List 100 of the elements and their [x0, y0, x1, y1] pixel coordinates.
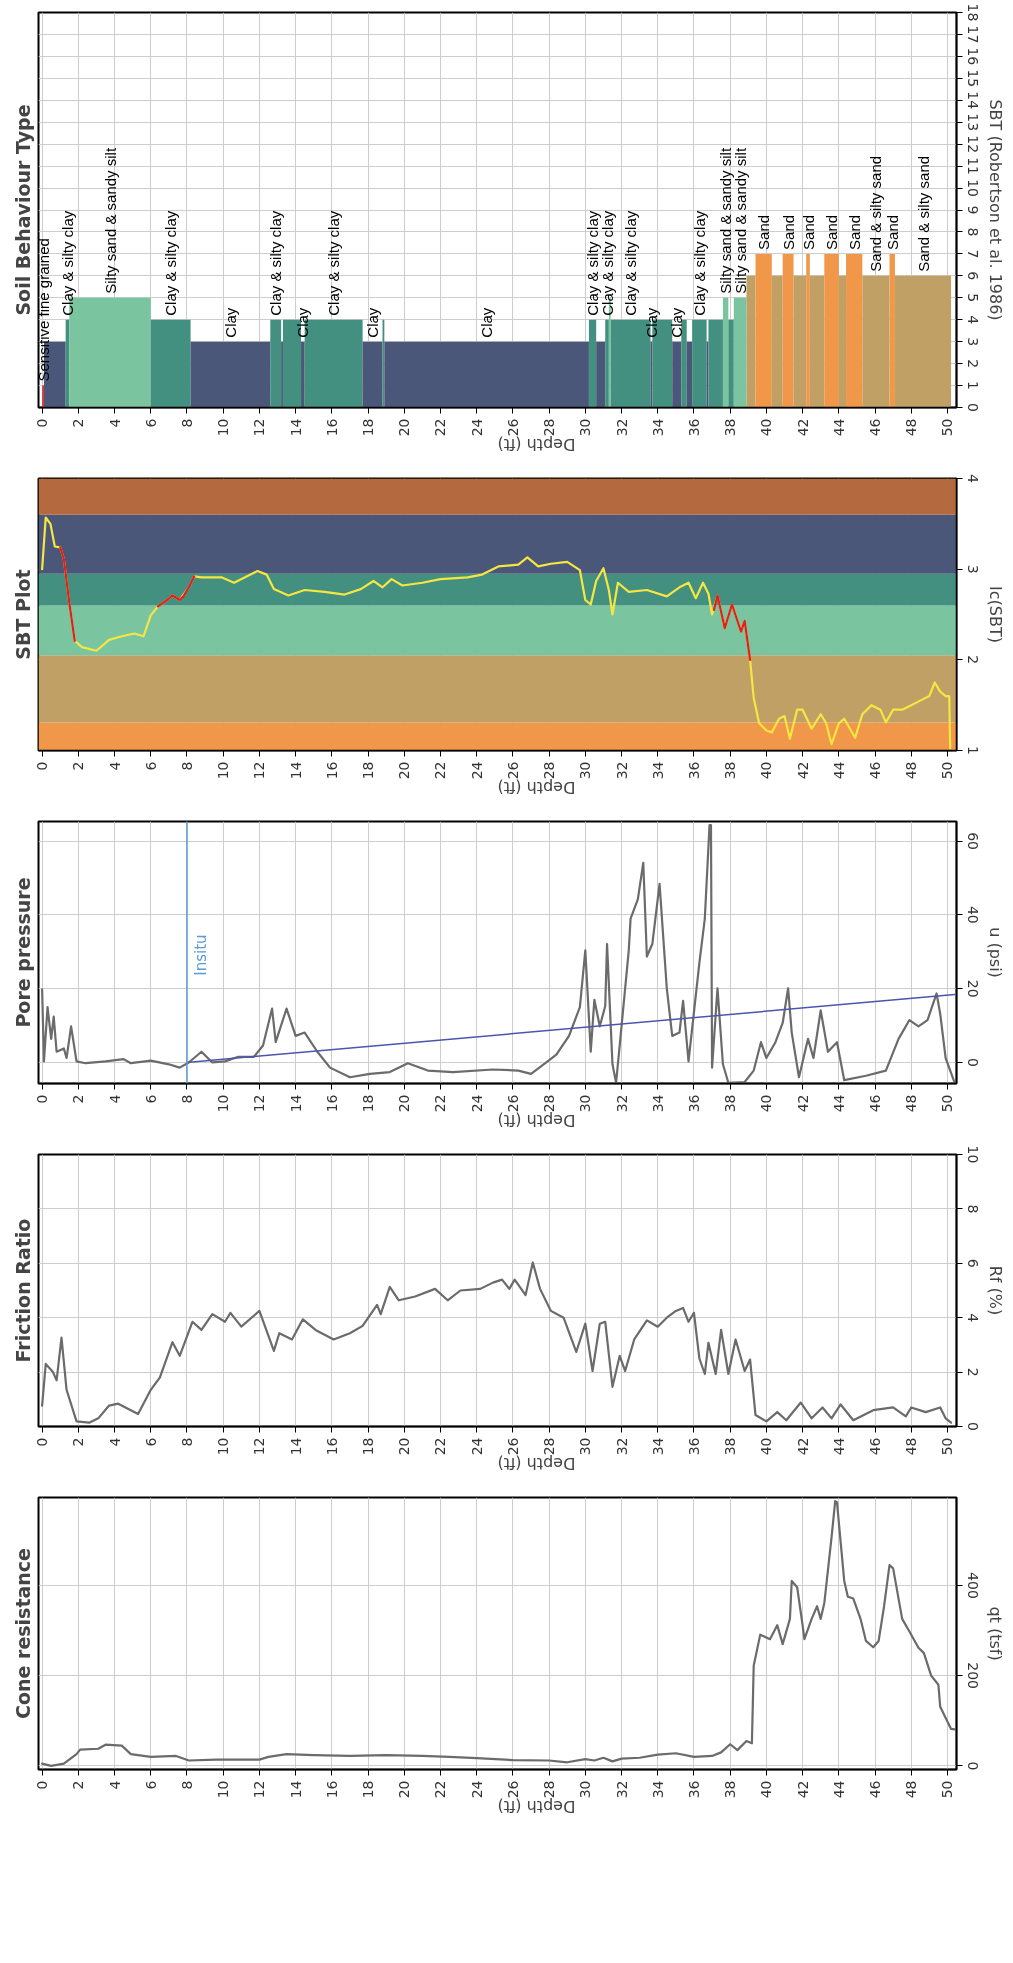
x-tick-label: 32 [613, 761, 630, 780]
x-tick-label: 42 [794, 761, 811, 780]
y-tick-label: 1 [964, 381, 981, 391]
x-tick-label: 18 [360, 1780, 377, 1799]
line-series [41, 1261, 953, 1424]
x-tick-label: 28 [541, 1780, 558, 1799]
x-tick-label: 8 [178, 1437, 195, 1447]
x-tick-label: 14 [287, 761, 304, 780]
x-tick-label: 42 [794, 418, 811, 437]
data-label: Clay & silty clay [267, 210, 285, 316]
x-tick-label: 44 [830, 1437, 847, 1456]
x-tick-label: 28 [541, 1094, 558, 1113]
x-tick-label: 38 [722, 1437, 739, 1456]
x-tick-label: 16 [323, 418, 340, 437]
x-tick-label: 34 [649, 761, 666, 780]
x-tick-label: 2 [70, 418, 87, 428]
x-tick-label: 46 [867, 761, 884, 780]
x-tick-label: 24 [468, 1780, 485, 1799]
x-tick-label: 16 [323, 1437, 340, 1456]
y-tick-label: 20 [964, 979, 981, 998]
data-label: Sand [755, 214, 773, 250]
x-tick-label: 44 [830, 1780, 847, 1799]
x-tick-label: 48 [903, 1094, 920, 1113]
y-tick-label: 10 [964, 179, 981, 197]
y-tick-label: 7 [964, 249, 981, 259]
x-tick-label: 20 [396, 761, 413, 780]
x-tick-label: 36 [685, 418, 702, 437]
x-tick-label: 34 [649, 418, 666, 437]
x-tick-label: 40 [758, 1094, 775, 1113]
data-label: Silty sand & sandy silt [101, 147, 119, 294]
x-tick-label: 50 [939, 418, 956, 437]
y-tick-label: 60 [964, 832, 981, 850]
y-tick-label: 200 [964, 1662, 981, 1690]
y-axis-title: Ic(SBT) [985, 586, 1005, 643]
y-tick-label: 4 [964, 474, 981, 484]
x-tick-label: 32 [613, 1780, 630, 1799]
x-tick-label: 6 [142, 1094, 159, 1104]
x-tick-label: 30 [577, 1780, 594, 1799]
x-tick-label: 50 [939, 1780, 956, 1799]
y-axis-title: qt (tsf) [985, 1606, 1005, 1661]
x-tick-label: 48 [903, 418, 920, 437]
x-tick-label: 6 [142, 1437, 159, 1447]
x-tick-label: 6 [142, 418, 159, 428]
x-tick-label: 8 [178, 1780, 195, 1790]
x-tick-label: 12 [251, 418, 268, 437]
x-tick-label: 14 [287, 1780, 304, 1799]
x-tick-label: 50 [939, 1094, 956, 1113]
y-tick-label: 0 [964, 1761, 981, 1771]
y-tick-label: 40 [964, 905, 981, 924]
y-tick-label: 12 [964, 135, 981, 154]
x-tick-label: 12 [251, 1780, 268, 1799]
y-tick-label: 2 [964, 359, 981, 369]
y-tick-label: 14 [964, 91, 981, 110]
data-label: Clay [478, 307, 496, 338]
y-tick-label: 9 [964, 205, 981, 215]
x-tick-label: 38 [722, 1094, 739, 1113]
y-tick-label: 0 [964, 403, 981, 412]
x-tick-label: 8 [178, 761, 195, 771]
x-tick-label: 34 [649, 1094, 666, 1113]
x-tick-label: 44 [830, 418, 847, 437]
x-tick-label: 48 [903, 761, 920, 780]
x-tick-label: 32 [613, 1094, 630, 1113]
x-tick-label: 0 [34, 418, 51, 428]
x-tick-label: 10 [215, 418, 232, 437]
x-tick-label: 22 [432, 418, 449, 437]
x-tick-label: 30 [577, 1437, 594, 1456]
y-tick-label: 0 [964, 1058, 981, 1067]
x-tick-label: 6 [142, 1780, 159, 1790]
x-tick-label: 0 [34, 1094, 51, 1104]
x-tick-label: 4 [106, 418, 123, 428]
y-tick-label: 17 [964, 25, 981, 44]
x-tick-label: 48 [903, 1437, 920, 1456]
x-tick-label: 50 [939, 761, 956, 780]
x-tick-label: 28 [541, 761, 558, 780]
x-tick-label: 24 [468, 1437, 485, 1456]
x-tick-label: 38 [722, 1780, 739, 1799]
y-tick-label: 11 [964, 157, 981, 176]
x-tick-label: 30 [577, 761, 594, 780]
x-tick-label: 14 [287, 418, 304, 437]
x-tick-label: 12 [251, 1094, 268, 1113]
x-tick-label: 14 [287, 1437, 304, 1456]
data-label: Sand & silty sand [914, 155, 932, 272]
data-label: Clay & silty clay [690, 210, 708, 316]
x-tick-label: 4 [106, 1437, 123, 1447]
data-label: Clay [294, 307, 312, 338]
data-label: Clay [364, 307, 382, 338]
x-tick-label: 20 [396, 1094, 413, 1113]
x-tick-label: 22 [432, 761, 449, 780]
data-label: Clay & silty clay [58, 210, 76, 316]
x-tick-label: 12 [251, 1437, 268, 1456]
x-tick-label: 20 [396, 1437, 413, 1456]
x-tick-label: 2 [70, 1780, 87, 1790]
text: Soil Behaviour Type [11, 104, 34, 316]
y-tick-label: 3 [964, 337, 981, 347]
x-tick-label: 36 [685, 1094, 702, 1113]
x-tick-label: 14 [287, 1094, 304, 1113]
ref-line-label: Insitu [191, 934, 210, 976]
data-label: Clay [642, 307, 660, 338]
y-axis-title: SBT (Robertson et al. 1986) [985, 99, 1005, 321]
x-tick-label: 40 [758, 1437, 775, 1456]
